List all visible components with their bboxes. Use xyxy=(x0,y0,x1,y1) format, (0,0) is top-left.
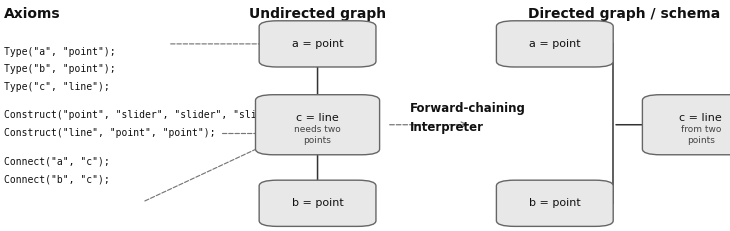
Text: b = point: b = point xyxy=(529,198,580,208)
Text: Forward-chaining: Forward-chaining xyxy=(410,102,526,115)
FancyBboxPatch shape xyxy=(496,21,613,67)
Text: b = point: b = point xyxy=(292,198,343,208)
FancyBboxPatch shape xyxy=(255,95,380,155)
Text: c = line: c = line xyxy=(680,113,722,123)
Text: needs two
points: needs two points xyxy=(294,125,341,145)
Text: Interpreter: Interpreter xyxy=(410,121,483,134)
FancyBboxPatch shape xyxy=(496,180,613,226)
Text: Directed graph / schema: Directed graph / schema xyxy=(528,7,721,21)
Text: Type("b", "point");: Type("b", "point"); xyxy=(4,64,115,74)
Text: Construct("line", "point", "point");: Construct("line", "point", "point"); xyxy=(4,128,215,138)
Text: a = point: a = point xyxy=(529,39,580,49)
Text: Connect("b", "c");: Connect("b", "c"); xyxy=(4,174,110,184)
FancyBboxPatch shape xyxy=(259,180,376,226)
FancyBboxPatch shape xyxy=(642,95,730,155)
Text: Type("c", "line");: Type("c", "line"); xyxy=(4,82,110,92)
Text: a = point: a = point xyxy=(292,39,343,49)
Text: Undirected graph: Undirected graph xyxy=(249,7,386,21)
Text: Axioms: Axioms xyxy=(4,7,61,21)
Text: Type("a", "point");: Type("a", "point"); xyxy=(4,47,115,57)
Text: Connect("a", "c");: Connect("a", "c"); xyxy=(4,157,110,167)
FancyBboxPatch shape xyxy=(259,21,376,67)
Text: Construct("point", "slider", "slider", "slider");: Construct("point", "slider", "slider", "… xyxy=(4,110,291,121)
Text: c = line: c = line xyxy=(296,113,339,123)
Text: from two
points: from two points xyxy=(680,125,721,145)
